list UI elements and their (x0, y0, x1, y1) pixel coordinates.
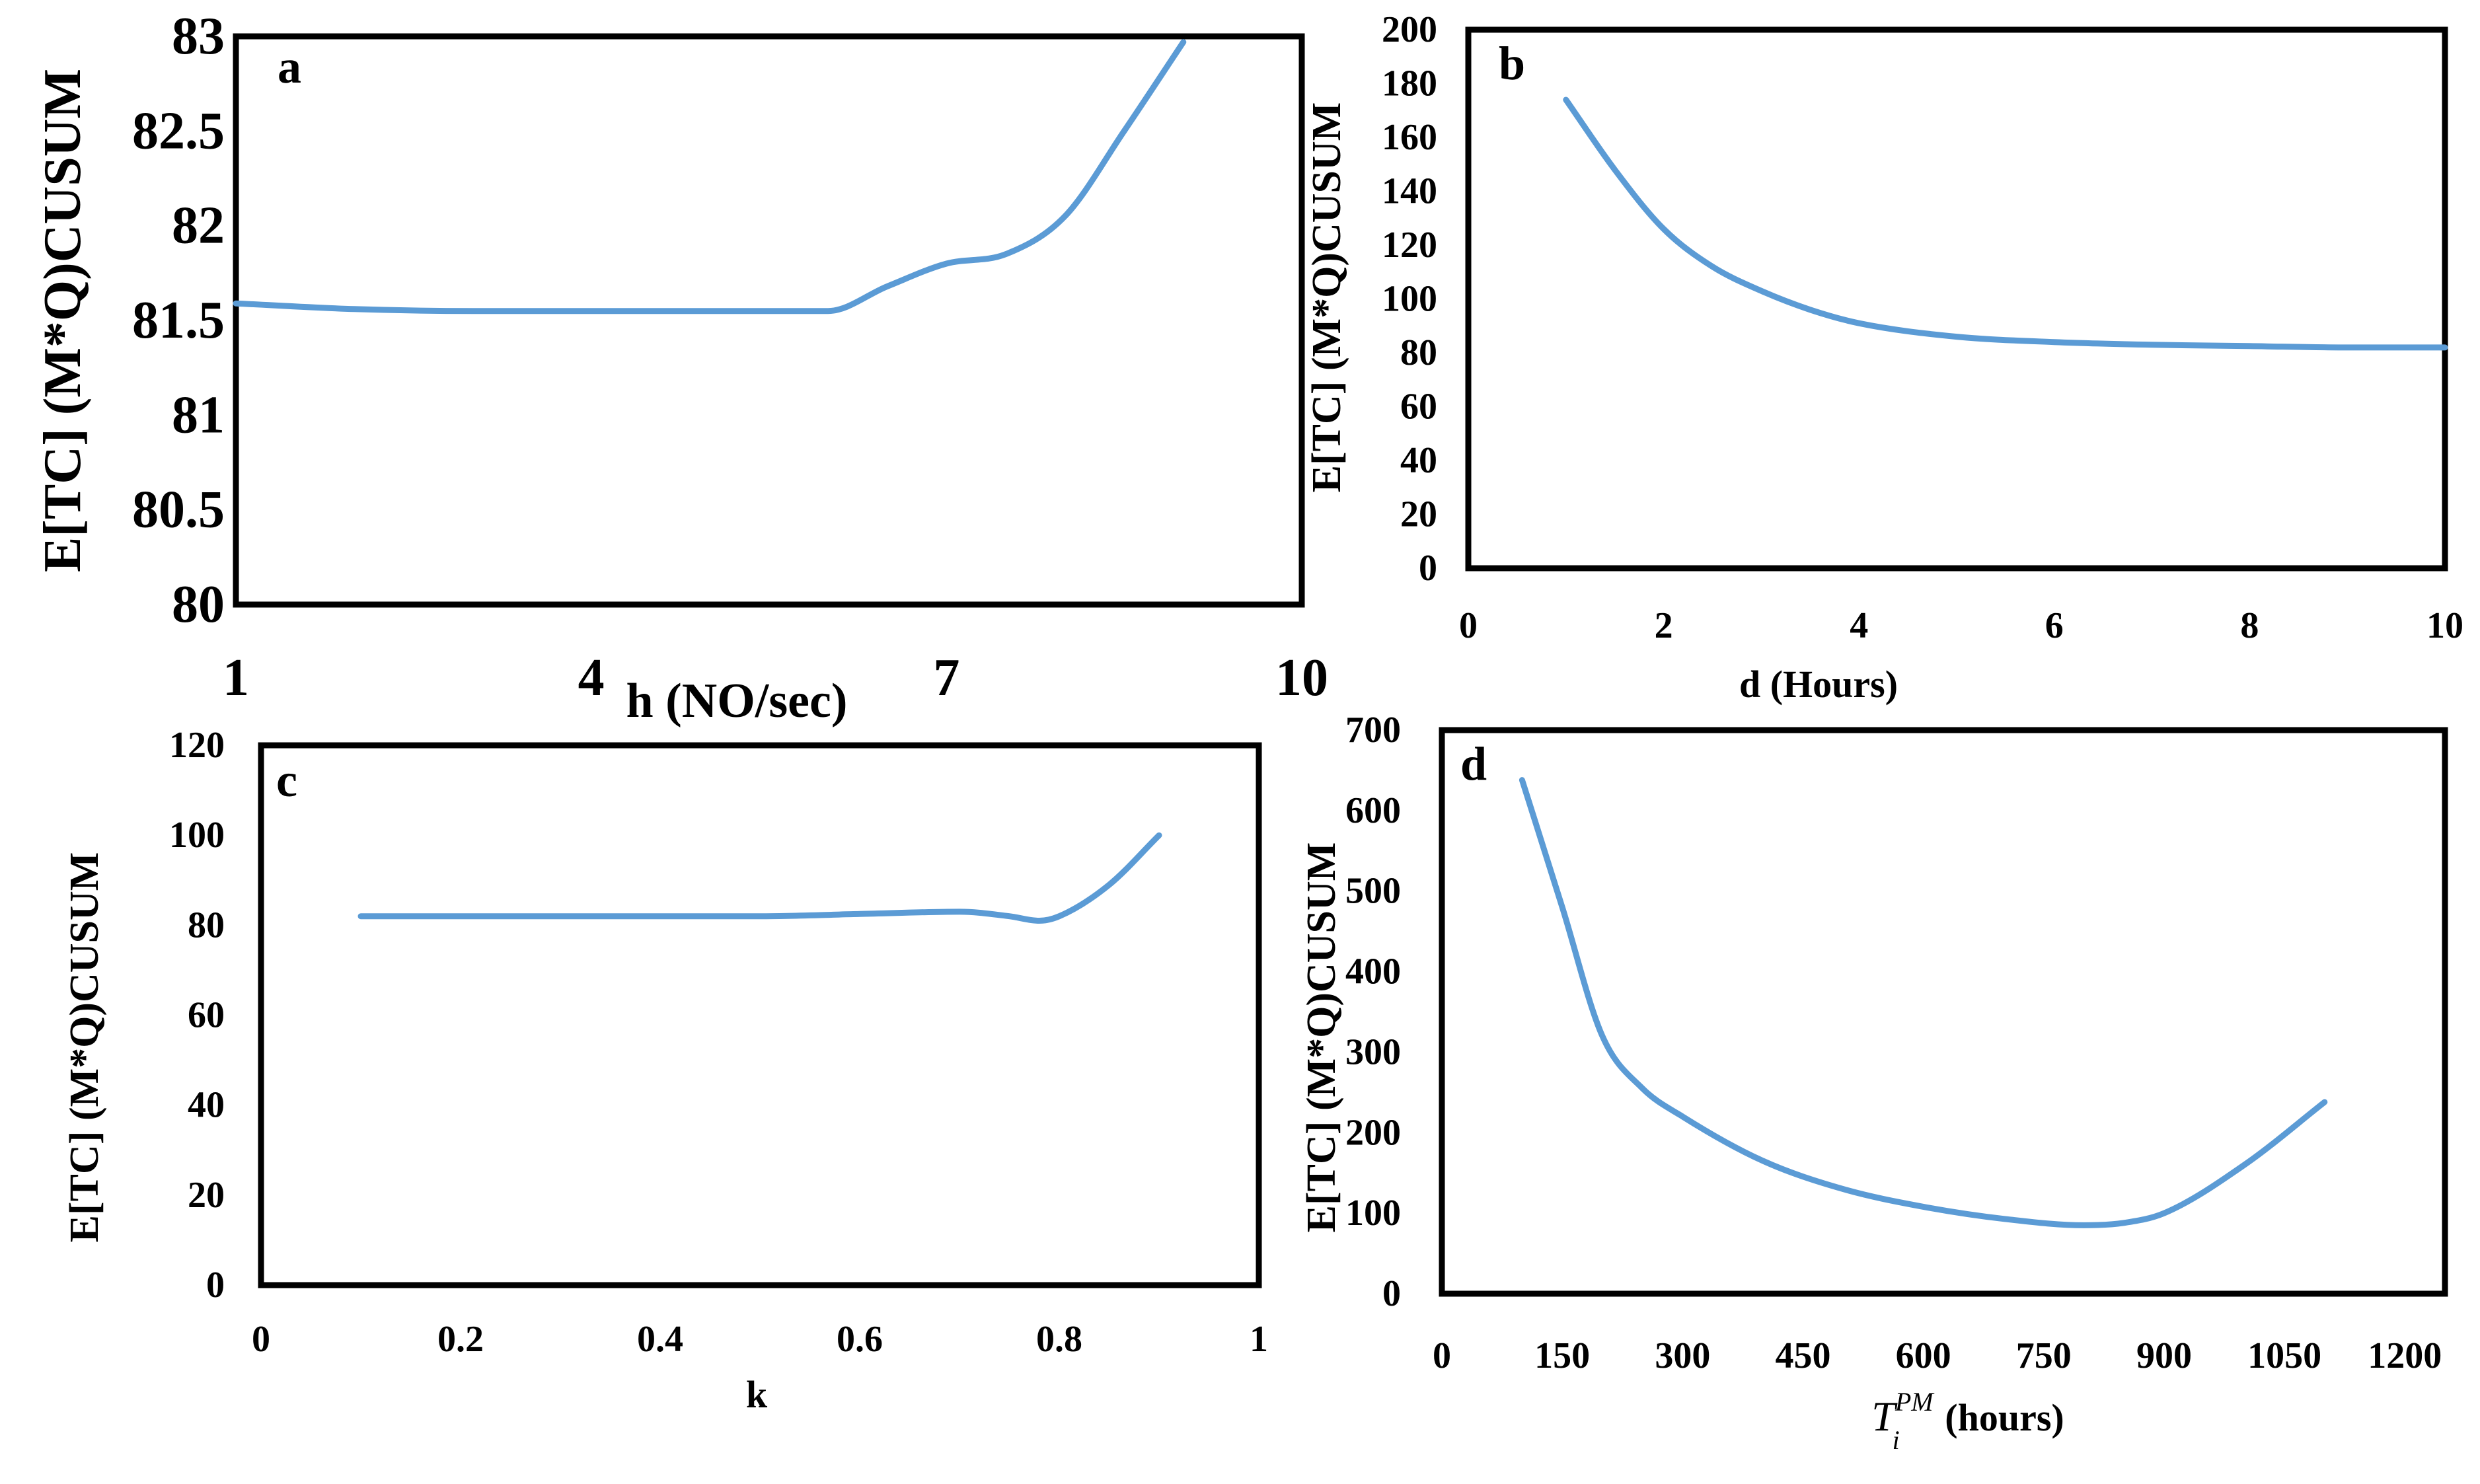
panel-a-plot-frame (233, 33, 1305, 608)
panel-c-y-tick-label: 80 (188, 905, 225, 946)
panel-d-y-tick-label: 500 (1345, 871, 1401, 912)
panel-c-y-tick-label: 120 (169, 725, 225, 766)
panel-d-x-tick-label: 1050 (2247, 1335, 2321, 1376)
panel-a-x-axis-label: h (NO/sec) (626, 674, 848, 728)
panel-b-x-tick-label: 8 (2240, 605, 2259, 646)
panel-d-x-axis-label: TPM i (hours) (1871, 1387, 2064, 1455)
panel-a-chart: 80 80.5 81 81.5 82 82.5 83 1 4 7 10 E[TC] (M*Q)CUSU… (34, 7, 1328, 728)
panel-a-x-tick-label: 4 (578, 649, 605, 707)
panel-c-plot-frame (258, 742, 1262, 1288)
panel-c-x-tick-label: 0.2 (437, 1319, 484, 1360)
panel-b-y-tick-label: 60 (1400, 387, 1437, 427)
panel-c-y-tick-label: 100 (169, 815, 225, 856)
x-label-math-sub: i (1893, 1425, 1900, 1455)
panel-c-x-axis-label: k (746, 1373, 768, 1416)
panel-b-y-axis-label: E[TC] (M*Q)CUSUM (1304, 102, 1349, 493)
panel-d-series-line (1519, 777, 2328, 1228)
panel-a-letter: a (278, 40, 301, 93)
panel-b-y-tick-label: 140 (1382, 171, 1437, 212)
panel-b-y-tick-label: 200 (1382, 9, 1437, 50)
panel-a-x-tick-label: 7 (933, 649, 959, 707)
panel-b-y-tick-label: 20 (1400, 494, 1437, 535)
panel-b-plot-frame (1465, 26, 2448, 572)
panel-d-y-tick-label: 400 (1345, 951, 1401, 992)
panel-b-x-tick-label: 10 (2426, 605, 2463, 646)
x-label-units: (hours) (1935, 1396, 2064, 1439)
panel-b-y-tick-label: 120 (1382, 225, 1437, 266)
panel-c-y-tick-label: 40 (188, 1085, 225, 1126)
panel-b-y-tick-label: 40 (1400, 440, 1437, 481)
panel-d-y-tick-label: 0 (1382, 1273, 1401, 1314)
panel-a-y-tick-label: 81.5 (132, 291, 225, 350)
panel-d-x-tick-label: 600 (1896, 1335, 1951, 1376)
panel-b-y-tick-label: 0 (1419, 548, 1437, 589)
panel-d-y-tick-label: 300 (1345, 1031, 1401, 1072)
panel-c-y-axis-label: E[TC] (M*Q)CUSUM (62, 852, 107, 1243)
panel-d-x-tick-label: 450 (1775, 1335, 1830, 1376)
panel-d-y-axis-label: E[TC] (M*Q)CUSUM (1299, 842, 1344, 1233)
panel-b-x-tick-label: 4 (1850, 605, 1868, 646)
panel-c-letter: c (276, 754, 297, 807)
panel-d-y-tick-label: 100 (1345, 1193, 1401, 1234)
panel-b-x-tick-label: 2 (1655, 605, 1673, 646)
panel-c-x-tick-label: 1 (1250, 1319, 1268, 1360)
panel-a-y-tick-label: 83 (172, 7, 225, 65)
panel-c-x-tick-label: 0.8 (1036, 1319, 1082, 1360)
panel-a-y-tick-label: 82.5 (132, 102, 225, 160)
panel-a-y-tick-label: 80 (172, 575, 225, 634)
panel-d-x-tick-label: 150 (1534, 1335, 1590, 1376)
panel-a-y-tick-label: 82 (172, 197, 225, 255)
panel-b-series-line (1563, 96, 2448, 351)
panel-a-y-axis-label: E[TC] (M*Q)CUSUM (34, 69, 92, 572)
panel-c-x-tick-label: 0 (252, 1319, 270, 1360)
x-label-math-base: T (1871, 1393, 1898, 1440)
panel-b-x-tick-label: 6 (2045, 605, 2064, 646)
panel-a-x-tick-label: 10 (1275, 649, 1328, 707)
panel-b-chart: 0 20 40 60 80 100 120 140 160 180 200 0 2 4 6 8 10 E[TC] … (1304, 9, 2463, 706)
panel-d-chart: 0 100 200 300 400 500 600 700 0 150 300 450 600 750 90… (1299, 710, 2448, 1455)
panel-d-x-tick-label: 300 (1655, 1335, 1710, 1376)
panel-c-y-tick-label: 20 (188, 1175, 225, 1216)
panel-b-y-tick-label: 80 (1400, 332, 1437, 373)
panel-c-y-tick-label: 0 (206, 1265, 225, 1306)
panel-c-y-tick-label: 60 (188, 995, 225, 1036)
x-label-math-sup: PM (1895, 1387, 1935, 1417)
panel-b-y-tick-label: 160 (1382, 117, 1437, 158)
panel-a-y-tick-label: 81 (172, 386, 225, 444)
panel-c-x-tick-label: 0.4 (637, 1319, 683, 1360)
panel-b-y-tick-label: 180 (1382, 63, 1437, 104)
panel-a-x-tick-label: 1 (223, 649, 249, 707)
panel-c-chart: 0 20 40 60 80 100 120 0 0.2 0.4 0.6 0.8 1 E[TC] (M*Q)… (62, 725, 1268, 1416)
panel-b-y-tick-label: 100 (1382, 279, 1437, 320)
panel-a-series-line (233, 39, 1187, 315)
panel-d-x-tick-label: 900 (2136, 1335, 2192, 1376)
panel-d-x-tick-label: 750 (2016, 1335, 2072, 1376)
panel-d-x-tick-label: 1200 (2368, 1335, 2442, 1376)
panel-c-series-line (357, 832, 1162, 924)
panel-d-y-tick-label: 200 (1345, 1112, 1401, 1153)
panel-a-y-tick-label: 80.5 (132, 481, 225, 539)
panel-d-plot-frame (1439, 727, 2448, 1297)
panel-d-letter: d (1460, 737, 1487, 790)
panel-d-y-tick-label: 600 (1345, 790, 1401, 831)
panel-b-x-axis-label: d (Hours) (1739, 663, 1898, 706)
panel-d-y-tick-label: 700 (1345, 710, 1401, 751)
panel-d-x-tick-label: 0 (1433, 1335, 1451, 1376)
panel-c-x-tick-label: 0.6 (837, 1319, 883, 1360)
panel-b-x-tick-label: 0 (1459, 605, 1478, 646)
panel-b-letter: b (1499, 37, 1525, 90)
